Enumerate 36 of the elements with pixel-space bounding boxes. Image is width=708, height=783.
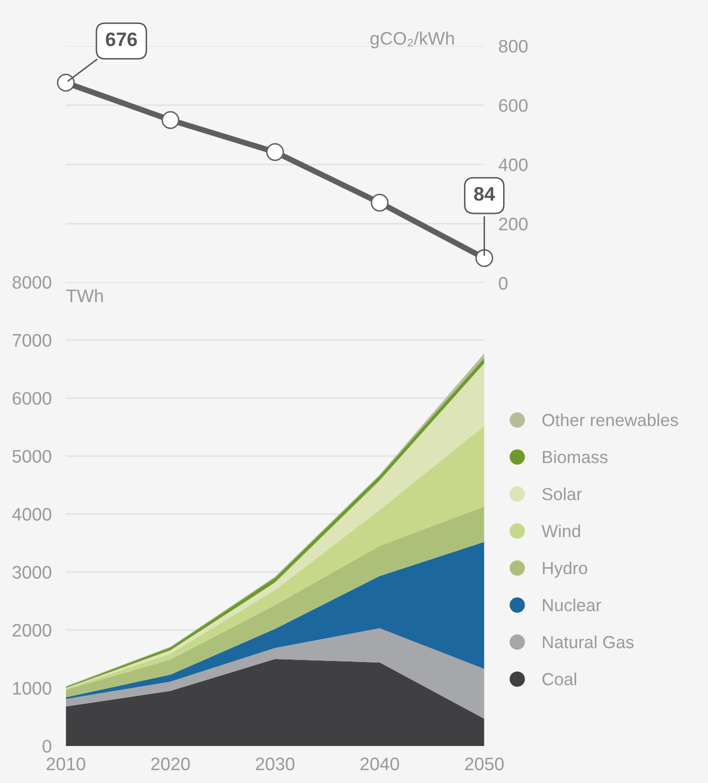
y-tick-label: 0: [42, 740, 52, 753]
x-tick-label: 2050: [465, 758, 504, 770]
y-tick-label: 0: [498, 276, 508, 290]
y-tick-label: 200: [499, 218, 528, 230]
y-tick-label: 6000: [12, 392, 52, 405]
y-tick-label: 7000: [12, 334, 52, 347]
data-label: 676: [106, 32, 137, 46]
x-tick-label: 2040: [360, 758, 400, 770]
point: [370, 194, 389, 212]
point: [56, 74, 75, 92]
x-tick-label: 2010: [46, 758, 86, 770]
legend-label: Nuclear: [542, 598, 602, 612]
point: [162, 111, 180, 129]
y-tick-label: 4000: [12, 508, 52, 521]
y-axis-title: gCO₂/kWh: [370, 32, 454, 48]
legend-label: Wind: [542, 524, 580, 538]
point: [266, 143, 284, 161]
y-axis-title: TWh: [66, 288, 103, 302]
legend-label: Coal: [542, 672, 576, 686]
data-label: 84: [474, 187, 495, 201]
x-tick-label: 2020: [151, 758, 190, 770]
y-tick-label: 3000: [12, 566, 52, 579]
y-tick-label: 2000: [12, 624, 52, 637]
y-tick-label: 600: [499, 99, 528, 112]
y-tick-label: 400: [498, 158, 528, 172]
y-tick-label: 800: [498, 40, 528, 53]
y-tick-label: 1000: [13, 682, 52, 695]
legend-label: Other renewables: [542, 413, 678, 426]
legend-label: Natural Gas: [542, 636, 634, 648]
y-tick-label: 5000: [12, 450, 52, 463]
x-tick-label: 2030: [256, 758, 294, 770]
legend-label: Solar: [542, 487, 582, 500]
y-tick-label: 8000: [12, 276, 52, 289]
point: [475, 249, 494, 267]
legend-label: Hydro: [542, 562, 588, 578]
legend-label: Biomass: [542, 450, 608, 464]
